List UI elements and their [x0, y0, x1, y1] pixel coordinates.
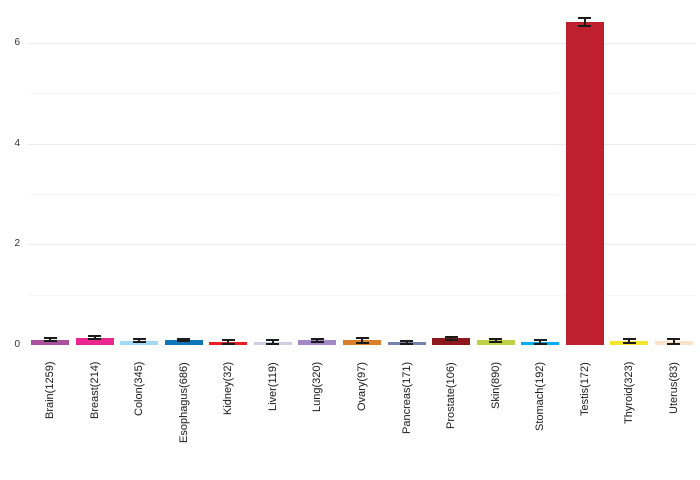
- x-tick-label: Thyroid(323): [623, 362, 636, 425]
- error-bar-cap: [444, 335, 458, 338]
- error-bar-cap: [221, 338, 235, 341]
- error-bar-cap: [88, 338, 102, 341]
- error-bar-cap: [310, 340, 324, 343]
- error-bar-cap: [177, 340, 191, 343]
- error-bar-cap: [355, 336, 369, 339]
- error-bar-cap: [132, 338, 146, 341]
- error-bar-cap: [266, 343, 280, 346]
- x-tick-label: Kidney(32): [222, 362, 235, 416]
- error-bar-cap: [489, 340, 503, 343]
- error-bar-cap: [43, 337, 57, 340]
- error-bar-cap: [489, 337, 503, 340]
- error-bar-stem: [539, 340, 542, 345]
- major-gridline: [28, 143, 696, 145]
- error-bar-cap: [221, 342, 235, 345]
- bar-prostate[interactable]: [432, 338, 471, 345]
- x-tick-label: Testis(172): [578, 362, 591, 416]
- error-bar-stem: [450, 336, 453, 340]
- bar-breast[interactable]: [75, 337, 114, 345]
- error-bar-cap: [578, 24, 592, 27]
- error-bar-stem: [583, 17, 586, 26]
- error-bar-cap: [88, 335, 102, 338]
- error-bar-stem: [271, 340, 274, 345]
- error-bar-cap: [43, 340, 57, 343]
- error-bar-cap: [400, 342, 414, 345]
- error-bar-cap: [355, 341, 369, 344]
- error-bar-cap: [622, 337, 636, 340]
- error-bar-stem: [93, 336, 96, 340]
- major-gridline: [28, 244, 696, 246]
- x-tick-label: Colon(345): [133, 362, 146, 417]
- error-bar-cap: [533, 343, 547, 346]
- error-bar-cap: [177, 338, 191, 341]
- bar-testis[interactable]: [565, 21, 604, 345]
- minor-gridline: [28, 93, 696, 95]
- x-tick-label: Brain(1259): [44, 362, 57, 420]
- minor-gridline: [28, 193, 696, 195]
- error-bar-cap: [400, 339, 414, 342]
- error-bar-stem: [405, 340, 408, 344]
- error-bar-stem: [628, 338, 631, 343]
- error-bar-cap: [444, 338, 458, 341]
- y-tick-label: 2: [14, 238, 20, 250]
- x-tick-label: Liver(119): [266, 362, 279, 411]
- error-bar-cap: [667, 342, 681, 345]
- bar-esophagus[interactable]: [164, 340, 203, 345]
- error-bar-cap: [266, 339, 280, 342]
- x-tick-label: Breast(214): [88, 362, 101, 420]
- x-tick-label: Lung(320): [311, 362, 324, 413]
- x-tick-label: Uterus(83): [667, 362, 680, 414]
- x-tick-label: Prostate(106): [445, 362, 458, 429]
- error-bar-cap: [533, 339, 547, 342]
- y-tick-label: 0: [14, 339, 20, 350]
- error-bar-stem: [361, 337, 363, 343]
- plot-area: [28, 0, 696, 346]
- error-bar-cap: [132, 341, 146, 344]
- y-tick-label: 4: [14, 137, 20, 149]
- error-bar-stem: [672, 338, 675, 344]
- error-bar-stem: [494, 338, 497, 342]
- x-tick-label: Esophagus(686): [177, 362, 190, 443]
- y-tick-label: 6: [14, 36, 20, 48]
- error-bar-cap: [310, 337, 324, 340]
- minor-gridline: [28, 294, 696, 296]
- bar-brain[interactable]: [31, 339, 70, 345]
- error-bar-stem: [138, 339, 141, 343]
- x-tick-label: Pancreas(171): [400, 362, 413, 435]
- x-tick-label: Skin(890): [489, 362, 502, 410]
- error-bar-stem: [227, 339, 230, 344]
- x-tick-label: Ovary(97): [356, 362, 368, 411]
- error-bar-cap: [622, 341, 636, 344]
- error-bar-stem: [49, 338, 52, 342]
- x-tick-label: Stomach(192): [534, 362, 547, 432]
- major-gridline: [28, 42, 696, 44]
- error-bar-cap: [667, 337, 681, 340]
- error-bar-stem: [316, 338, 319, 342]
- error-bar-cap: [578, 16, 592, 19]
- error-bar-stem: [182, 339, 185, 342]
